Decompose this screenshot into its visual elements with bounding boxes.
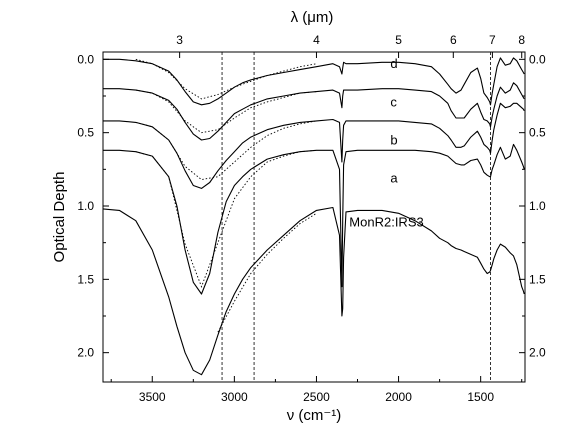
axis-ticks: d c b a MonR2:IRS3 3500 3000 2500 2000 1500 3 4 5 6 7 8… (77, 33, 546, 404)
series-line-0 (103, 57, 525, 106)
series-line-1 (103, 82, 525, 141)
y-tick-label-left-4: 2.0 (77, 346, 94, 360)
curve-label-1: c (390, 94, 397, 109)
x2-tick-label-4: 7 (489, 33, 496, 47)
y-tick-label-left-3: 1.5 (77, 272, 94, 286)
series-line-2 (103, 102, 525, 189)
x2-tick-label-5: 8 (518, 33, 525, 47)
series-line-4 (102, 206, 525, 376)
reference-curve-1 (135, 89, 317, 134)
curve-label-2: b (390, 132, 397, 147)
curve-label-3: a (390, 171, 398, 186)
y-axis-label: Optical Depth (51, 172, 68, 263)
x-tick-label-2: 2500 (303, 390, 330, 404)
y-tick-label-right-4: 2.0 (529, 346, 546, 360)
x-tick-label-3: 2000 (385, 390, 412, 404)
x2-tick-label-1: 4 (313, 33, 320, 47)
y-tick-label-left-0: 0.0 (77, 52, 94, 66)
curve-label-0: d (390, 56, 397, 71)
x2-tick-label-0: 3 (176, 33, 183, 47)
x-tick-label-0: 3500 (139, 390, 166, 404)
plot-frame (102, 51, 526, 383)
curve-label-4: MonR2:IRS3 (349, 215, 423, 230)
reference-curve-2 (135, 120, 317, 181)
y-tick-label-right-3: 1.5 (529, 272, 546, 286)
y-tick-label-left-2: 1.0 (77, 199, 94, 213)
x-tick-label-1: 3000 (221, 390, 248, 404)
y-tick-label-right-1: 0.5 (529, 126, 546, 140)
series-line-3 (103, 143, 525, 295)
x-tick-label-4: 1500 (467, 390, 494, 404)
x2-tick-label-3: 6 (450, 33, 457, 47)
y-tick-label-right-0: 0.0 (529, 52, 546, 66)
y-tick-label-left-1: 0.5 (77, 126, 94, 140)
reference-curve-4 (217, 212, 317, 333)
top-axis-label: λ (μm) (291, 9, 334, 26)
reference-curve-0 (135, 58, 317, 100)
reference-curve-3 (135, 149, 317, 288)
x2-tick-label-2: 5 (395, 33, 402, 47)
x-axis-label: ν (cm⁻¹) (287, 407, 342, 424)
y-tick-label-right-2: 1.0 (529, 199, 546, 213)
chart-lines (102, 52, 525, 382)
